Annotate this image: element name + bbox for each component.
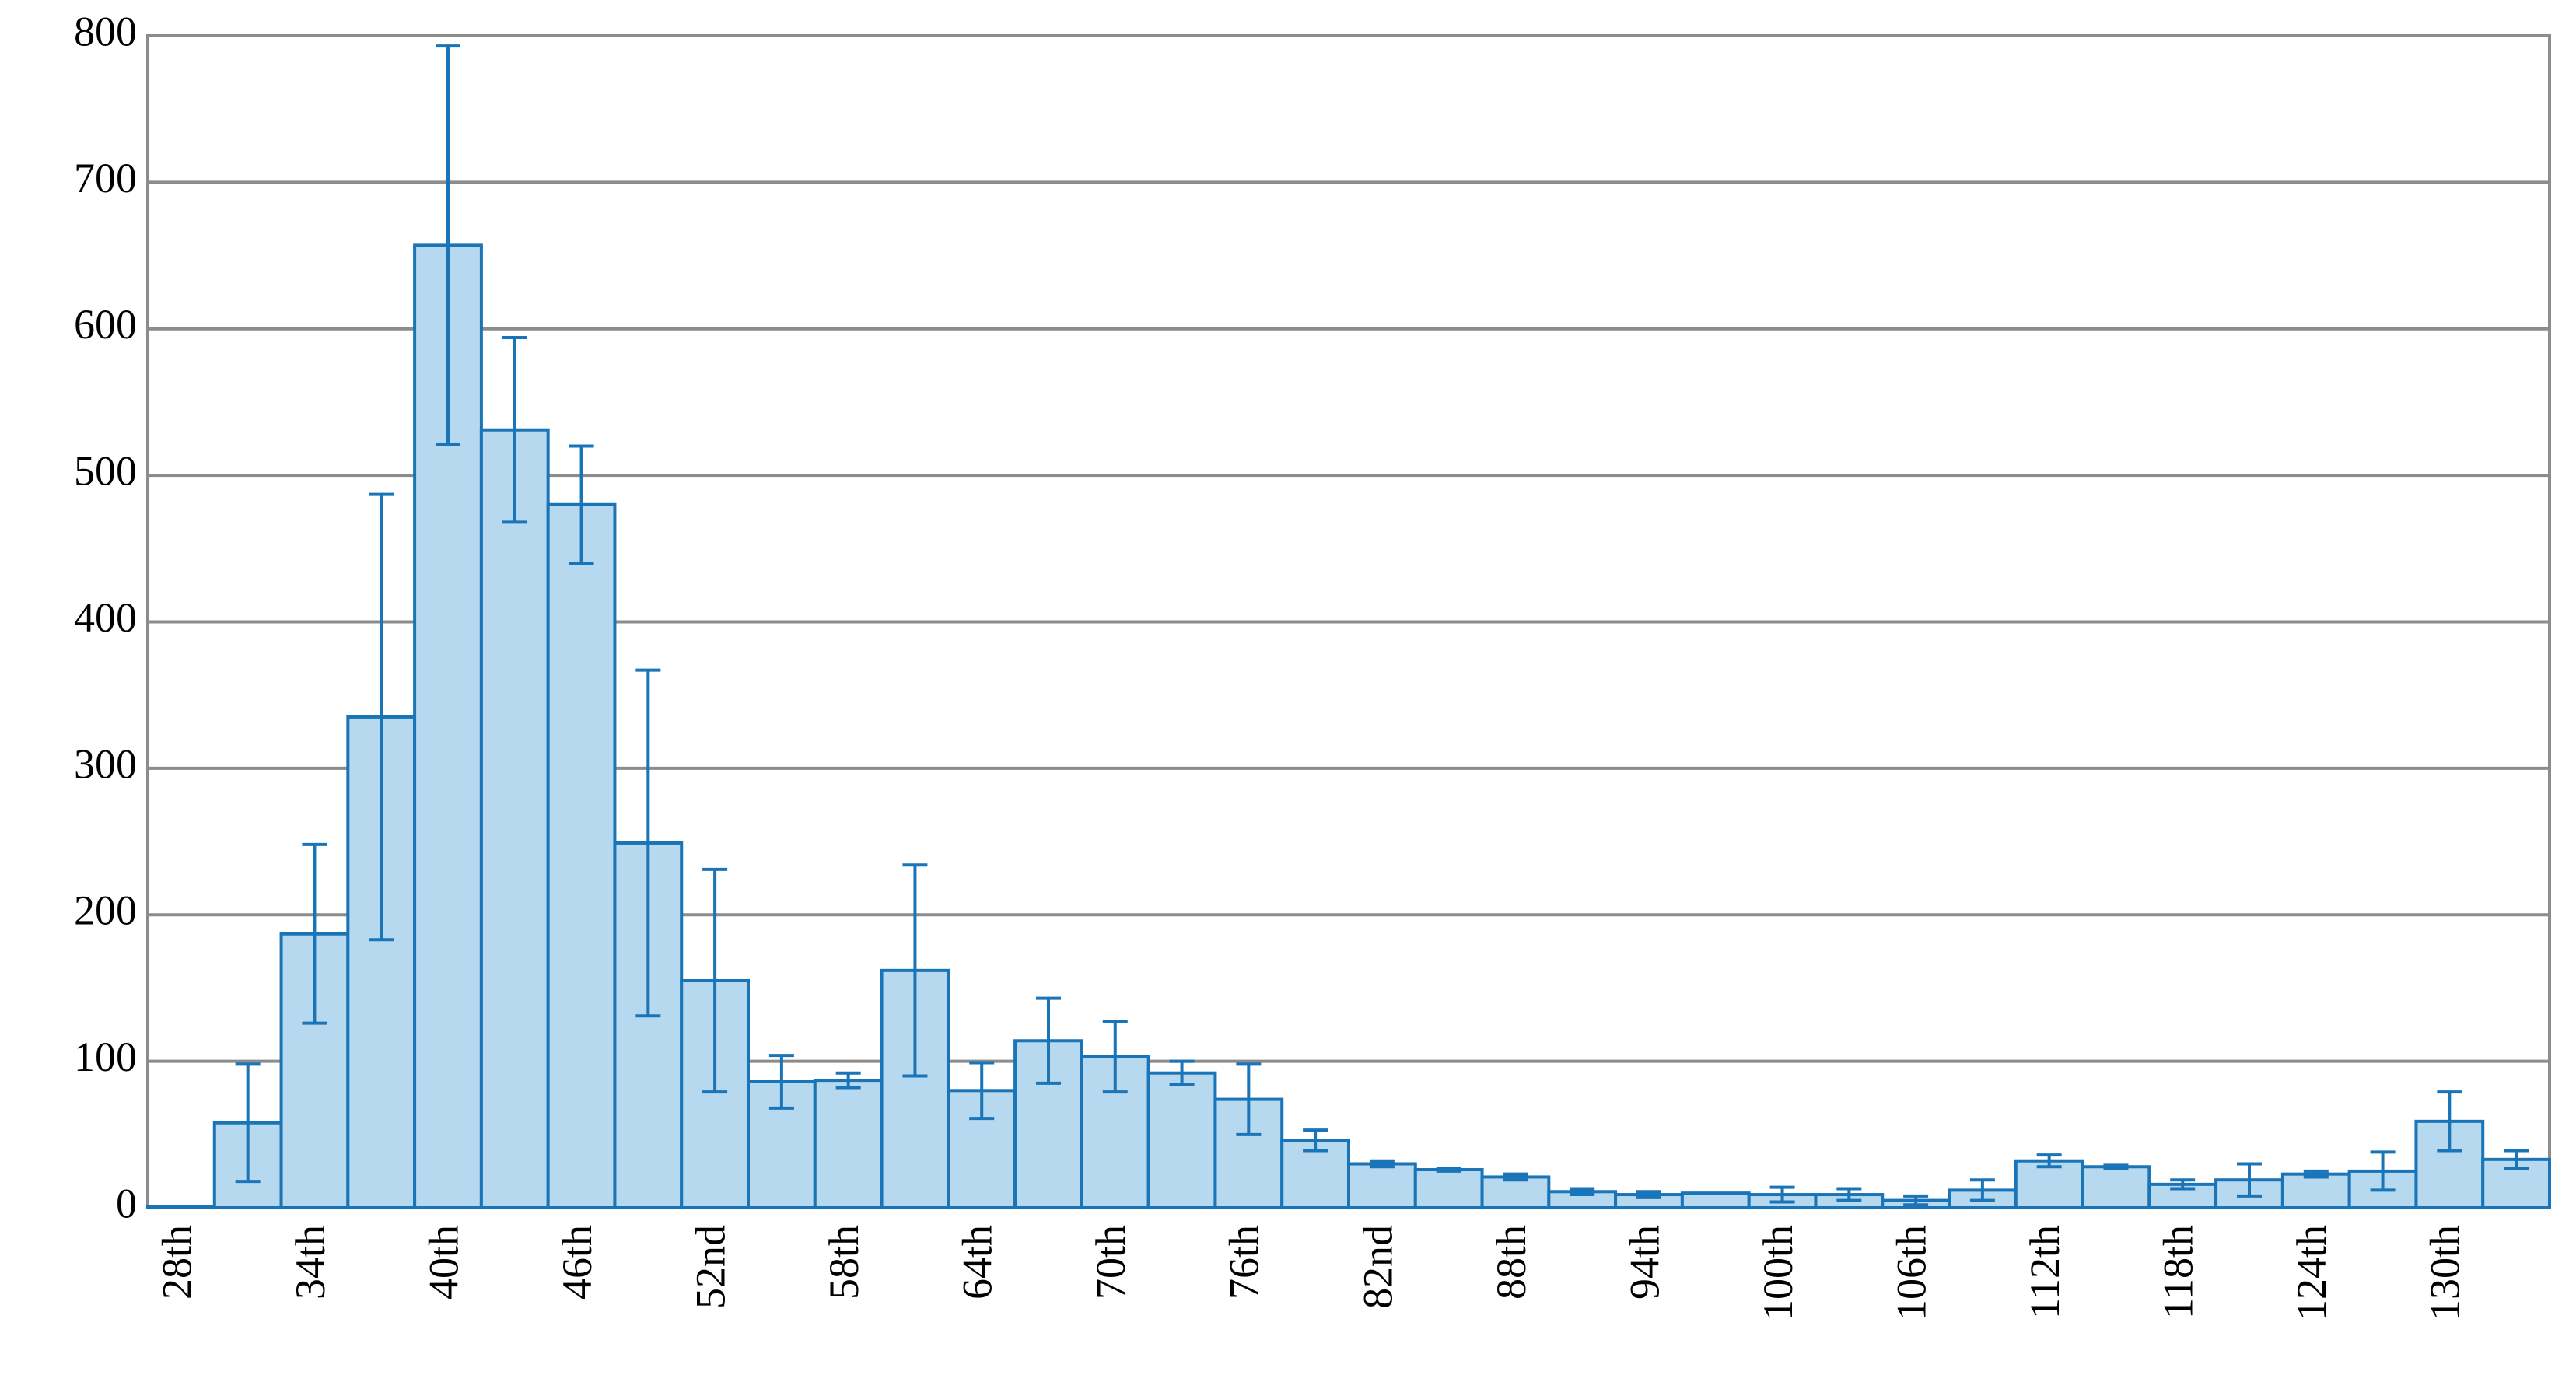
bar	[813, 1079, 884, 1210]
error-bar	[702, 867, 728, 1094]
x-tick-label: 58th	[821, 1225, 867, 1300]
x-tick-label: 112th	[2021, 1225, 2068, 1319]
error-bar	[2103, 1163, 2129, 1170]
x-tick-label: 76th	[1221, 1225, 1268, 1300]
x-tick-label: 124th	[2288, 1225, 2335, 1321]
x-tick-label: 88th	[1488, 1225, 1535, 1300]
x-tick-label: 82nd	[1354, 1225, 1401, 1309]
bar	[1146, 1071, 1217, 1209]
x-tick-label: 40th	[420, 1225, 467, 1300]
error-bar	[902, 863, 928, 1078]
y-tick-label: 400	[74, 594, 137, 641]
bar	[2081, 1165, 2151, 1210]
error-bar	[835, 1071, 861, 1090]
error-bar	[635, 668, 661, 1018]
bar	[1680, 1191, 1751, 1209]
x-tick-label: 100th	[1755, 1225, 1801, 1321]
error-bar	[1303, 1128, 1328, 1153]
error-bar	[1236, 1062, 1262, 1136]
y-tick-label: 600	[74, 301, 137, 348]
bar	[546, 502, 617, 1209]
error-bar	[768, 1054, 794, 1110]
bar	[2280, 1172, 2351, 1209]
x-tick-label: 64th	[954, 1225, 1001, 1300]
error-bar	[1169, 1059, 1195, 1086]
bar	[1347, 1162, 1417, 1210]
error-bar	[1769, 1185, 1795, 1204]
x-tick-label: 130th	[2422, 1225, 2469, 1321]
error-bar	[1036, 996, 1061, 1085]
x-tick-label: 118th	[2155, 1225, 2202, 1319]
error-bar	[2303, 1169, 2329, 1179]
error-bar	[369, 492, 394, 942]
x-tick-label: 94th	[1621, 1225, 1668, 1300]
error-bar	[1836, 1187, 1862, 1202]
y-tick-label: 300	[74, 740, 137, 787]
error-bar	[569, 444, 594, 565]
bar	[479, 428, 550, 1209]
x-tick-label: 28th	[153, 1225, 200, 1300]
x-tick-label: 106th	[1888, 1225, 1935, 1321]
x-tick-label: 34th	[287, 1225, 334, 1300]
error-bar	[2504, 1149, 2529, 1170]
bar	[1480, 1175, 1551, 1210]
error-bar	[1369, 1159, 1395, 1169]
y-tick-label: 200	[74, 887, 137, 934]
error-bar	[1102, 1020, 1128, 1094]
error-bar	[502, 336, 527, 524]
error-bar	[2370, 1150, 2396, 1192]
y-tick-label: 700	[74, 155, 137, 201]
error-bar	[302, 842, 327, 1025]
error-bar	[2170, 1178, 2196, 1191]
error-bar	[1636, 1190, 1661, 1199]
x-tick-label: 70th	[1087, 1225, 1134, 1300]
error-bar	[969, 1061, 995, 1121]
x-tick-label: 46th	[554, 1225, 600, 1300]
bar	[146, 1205, 216, 1209]
error-bar	[2437, 1090, 2462, 1153]
y-tick-label: 500	[74, 448, 137, 495]
error-bar	[1570, 1187, 1595, 1197]
x-tick-label: 52nd	[688, 1225, 734, 1309]
error-bar	[2036, 1153, 2062, 1169]
bar	[1413, 1168, 1484, 1209]
error-bar	[1903, 1194, 1929, 1207]
error-bar	[1436, 1167, 1461, 1173]
y-tick-label: 0	[116, 1180, 137, 1226]
error-bar	[235, 1062, 261, 1184]
error-bar	[436, 44, 460, 446]
error-bar	[1969, 1178, 1995, 1202]
error-bar	[2237, 1162, 2262, 1198]
y-tick-label: 100	[74, 1034, 137, 1080]
y-tick-label: 800	[74, 8, 137, 54]
error-bar	[1503, 1172, 1528, 1182]
